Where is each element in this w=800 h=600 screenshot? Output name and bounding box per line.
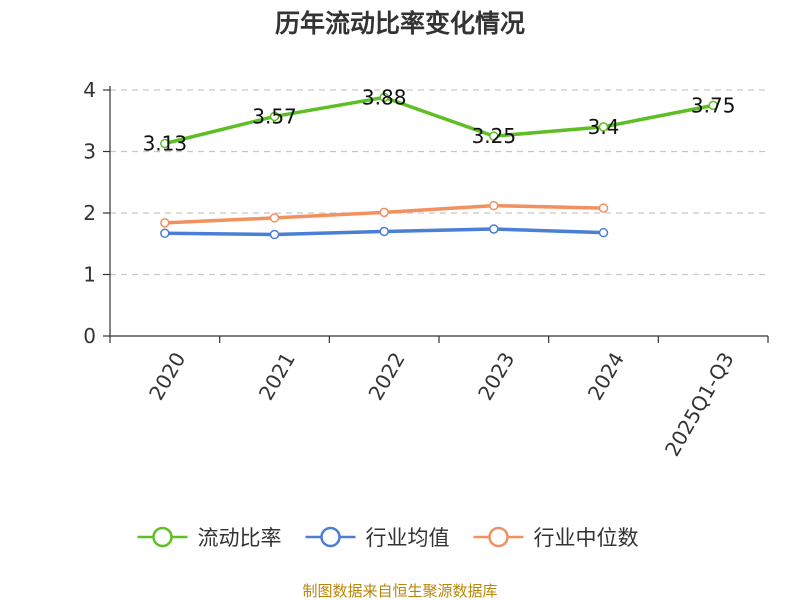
series-1-point-1[interactable] [269,229,280,240]
data-labels: 3.13 3.57 3.88 3.25 3.4 3.75 [143,85,736,155]
data-label-0-1: 3.57 [252,104,297,128]
x-tick-label-3: 2023 [473,348,519,404]
data-label-0-3: 3.25 [472,124,517,148]
series-2-point-3[interactable] [489,200,499,211]
data-label-0-0: 3.13 [143,132,188,156]
legend-label-1: 行业均值 [366,526,450,550]
series-2-point-1[interactable] [269,213,280,223]
series-1-point-4[interactable] [598,227,609,238]
series-0-point-1[interactable] [269,111,280,122]
x-tick-label-5: 2025Q1-Q3 [660,348,739,460]
series-1-point-0[interactable] [160,228,170,239]
chart-title: 历年流动比率变化情况 [275,9,525,38]
y-tick-label-3: 3 [83,140,96,164]
series-0-point-4[interactable] [598,122,609,132]
legend-marker-0 [152,526,173,548]
series-0-point-0[interactable] [160,138,170,149]
series-1-point-2[interactable] [379,226,389,237]
legend-marker-2 [488,526,509,548]
y-tick-label-1: 1 [83,263,96,287]
series-1-point-3[interactable] [489,224,499,234]
series-2-point-4[interactable] [598,203,609,213]
data-label-0-5: 3.75 [691,93,736,117]
series-layer [160,92,718,240]
data-label-0-2: 3.88 [362,85,407,109]
legend-item-1[interactable]: 行业均值 [305,526,450,550]
series-line-0 [164,95,714,146]
legend-label-2: 行业中位数 [534,526,639,550]
y-tick-label-0: 0 [83,324,96,348]
x-tick-label-1: 2021 [254,348,300,404]
legend-marker-1 [320,526,341,548]
legend[interactable]: 流动比率 行业均值 行业中位数 [137,526,639,550]
series-2-point-2[interactable] [379,207,389,218]
data-label-0-4: 3.4 [588,115,620,139]
x-tick-label-4: 2024 [583,348,629,404]
series-2-point-0[interactable] [160,218,170,228]
legend-label-0: 流动比率 [198,526,282,550]
series-0-point-2[interactable] [379,92,389,103]
source-note: 制图数据来自恒生聚源数据库 [302,582,497,600]
series-0-point-5[interactable] [708,100,718,111]
legend-item-0[interactable]: 流动比率 [137,526,282,550]
y-tick-label-4: 4 [83,78,96,102]
legend-item-2[interactable]: 行业中位数 [473,526,639,550]
x-tick-label-2: 2022 [363,348,409,404]
y-tick-label-2: 2 [83,201,96,225]
x-tick-label-0: 2020 [144,348,190,404]
series-0-point-3[interactable] [489,131,499,141]
